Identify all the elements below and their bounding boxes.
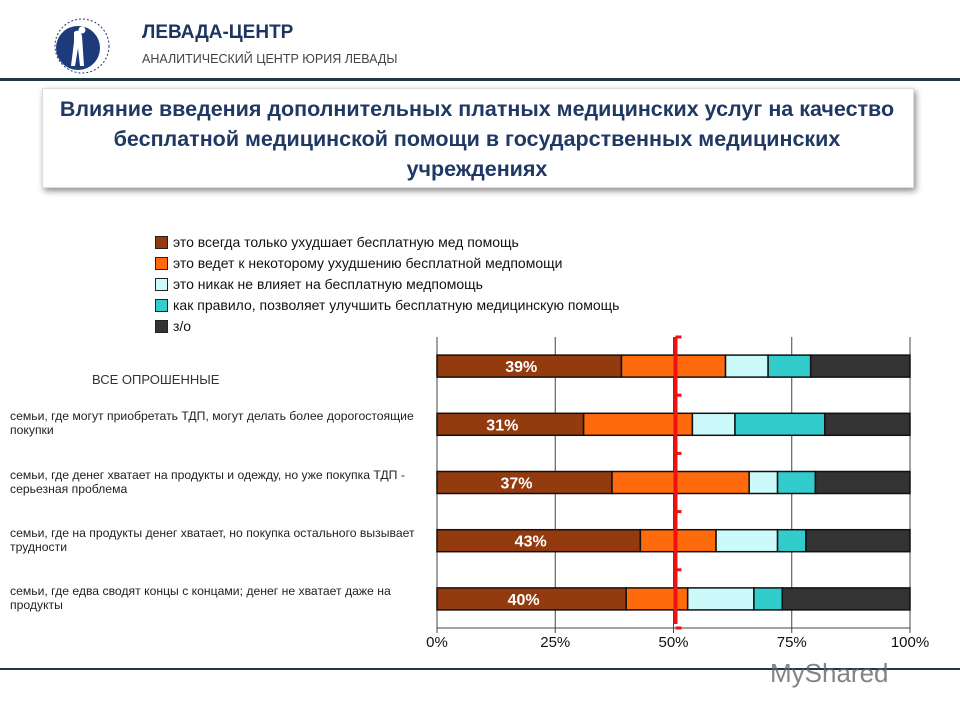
legend-label: это никак не влияет на бесплатную медпом… bbox=[173, 276, 483, 292]
legend-item: это никак не влияет на бесплатную медпом… bbox=[155, 275, 483, 293]
x-tick-label: 75% bbox=[777, 634, 807, 651]
watermark: MyShared bbox=[770, 658, 889, 688]
legend-item: как правило, позволяет улучшить бесплатн… bbox=[155, 296, 619, 314]
category-label: ВСЕ ОПРОШЕННЫЕ bbox=[92, 372, 220, 387]
legend-swatch bbox=[155, 256, 168, 270]
bar-segment bbox=[753, 587, 784, 611]
bar-segment bbox=[805, 528, 911, 553]
bar-segment bbox=[611, 470, 750, 495]
footer-divider bbox=[0, 668, 960, 670]
brand-name: ЛЕВАДА-ЦЕНТР bbox=[142, 22, 294, 43]
x-tick-label: 100% bbox=[891, 634, 929, 651]
category-label: семьи, где могут приобретать ТДП, могут … bbox=[10, 409, 414, 438]
bar-segment bbox=[625, 587, 689, 611]
x-tick-label: 0% bbox=[426, 634, 448, 651]
legend-swatch bbox=[155, 235, 168, 249]
bar-segment bbox=[691, 412, 736, 437]
data-label: 43% bbox=[515, 534, 547, 551]
data-label: 31% bbox=[486, 417, 518, 434]
legend-swatch bbox=[155, 277, 168, 291]
x-tick-label: 25% bbox=[540, 634, 570, 651]
legend-label: как правило, позволяет улучшить бесплатн… bbox=[173, 297, 620, 313]
bar-segment bbox=[724, 354, 769, 378]
data-label: 39% bbox=[505, 359, 537, 376]
bar-segment bbox=[814, 470, 911, 495]
bar-segment bbox=[715, 528, 779, 553]
category-label: семьи, где денег хватает на продукты и о… bbox=[10, 467, 405, 496]
legend-item: это всегда только ухудшает бесплатную ме… bbox=[155, 233, 519, 251]
x-tick-label: 50% bbox=[658, 634, 688, 651]
bar-segment bbox=[639, 528, 717, 553]
slide-title: Влияние введения дополнительных платных … bbox=[59, 97, 895, 181]
bar-segment bbox=[824, 412, 911, 437]
title-box bbox=[42, 88, 914, 188]
legend-swatch bbox=[155, 298, 168, 312]
category-label: семьи, где на продукты денег хватает, но… bbox=[10, 525, 415, 554]
legend-label: з/о bbox=[173, 318, 192, 334]
bar-segment bbox=[776, 528, 807, 553]
levada-logo bbox=[54, 18, 110, 74]
bar-segment bbox=[809, 354, 911, 378]
data-label: 37% bbox=[500, 476, 532, 493]
legend-item: это ведет к некоторому ухудшению бесплат… bbox=[155, 254, 562, 272]
brand-subtitle: АНАЛИТИЧЕСКИЙ ЦЕНТР ЮРИЯ ЛЕВАДЫ bbox=[142, 52, 398, 66]
bar-segment bbox=[776, 470, 817, 495]
bar-segment bbox=[748, 470, 779, 495]
legend-label: это ведет к некоторому ухудшению бесплат… bbox=[173, 255, 563, 271]
header-divider bbox=[0, 78, 960, 81]
legend-item: з/о bbox=[155, 317, 191, 335]
bar-segment bbox=[767, 354, 812, 378]
legend-swatch bbox=[155, 319, 168, 333]
data-label: 40% bbox=[508, 592, 540, 609]
bar-segment bbox=[781, 587, 911, 611]
category-label: семьи, где едва сводят концы с концами; … bbox=[10, 583, 391, 612]
legend-label: это всегда только ухудшает бесплатную ме… bbox=[173, 234, 519, 250]
bar-segment bbox=[686, 587, 755, 611]
bar-segment bbox=[734, 412, 826, 437]
